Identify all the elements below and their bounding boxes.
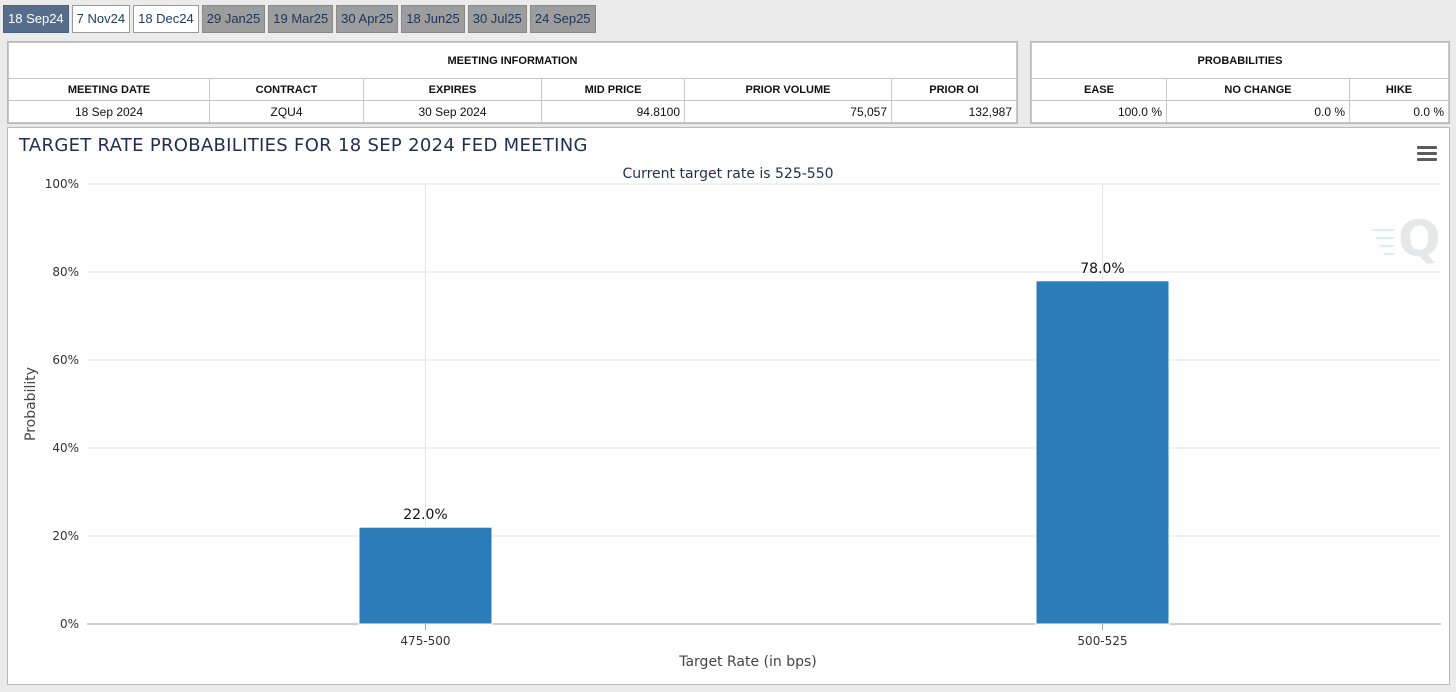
- meeting-date-value: 18 Sep 2024: [8, 100, 210, 123]
- chart-panel: TARGET RATE PROBABILITIES FOR 18 SEP 202…: [7, 127, 1450, 685]
- tab-30-jul25[interactable]: 30 Jul25: [467, 5, 527, 33]
- x-tick-label: 500-525: [1077, 634, 1127, 648]
- chart-title: TARGET RATE PROBABILITIES FOR 18 SEP 202…: [19, 135, 588, 156]
- y-tick-label: 60%: [52, 353, 79, 367]
- probabilities-panel: PROBABILITIES EASE NO CHANGE HIKE 100.0 …: [1030, 41, 1450, 124]
- probabilities-table: PROBABILITIES EASE NO CHANGE HIKE 100.0 …: [1031, 42, 1449, 123]
- q-logo-icon: Q: [1372, 210, 1441, 268]
- data-label: 22.0%: [403, 507, 447, 523]
- tab-19-mar25[interactable]: 19 Mar25: [268, 5, 334, 33]
- prior-volume-header: PRIOR VOLUME: [684, 78, 892, 101]
- data-label: 78.0%: [1080, 261, 1124, 277]
- y-tick-label: 0%: [60, 617, 79, 631]
- y-tick-label: 40%: [52, 441, 79, 455]
- y-tick-label: 20%: [52, 529, 79, 543]
- meeting-date-header: MEETING DATE: [8, 78, 210, 101]
- ease-value: 100.0 %: [1031, 100, 1167, 123]
- contract-value: ZQU4: [209, 100, 364, 123]
- y-tick-label: 80%: [52, 265, 79, 279]
- tab-24-sep25[interactable]: 24 Sep25: [529, 5, 596, 33]
- chart-subtitle: Current target rate is 525-550: [622, 166, 833, 182]
- meeting-information-table: MEETING INFORMATION MEETING DATE CONTRAC…: [8, 42, 1017, 123]
- y-axis-title: Probability: [23, 367, 39, 441]
- prior-volume-value: 75,057: [684, 100, 892, 123]
- contract-header: CONTRACT: [209, 78, 364, 101]
- expires-value: 30 Sep 2024: [363, 100, 542, 123]
- tab-18-sep24[interactable]: 18 Sep24: [3, 5, 69, 33]
- meeting-information-title: MEETING INFORMATION: [8, 42, 1017, 79]
- y-tick-label: 100%: [45, 177, 79, 191]
- probability-bar-chart: Q Current target rate is 525-550 0% 20% 40%…: [23, 166, 1441, 670]
- hike-value: 0.0 %: [1349, 100, 1449, 123]
- x-tick-label: 475-500: [400, 634, 450, 648]
- no-change-value: 0.0 %: [1166, 100, 1350, 123]
- tab-18-dec24[interactable]: 18 Dec24: [133, 5, 199, 33]
- x-axis-title: Target Rate (in bps): [678, 654, 817, 670]
- prior-oi-header: PRIOR OI: [891, 78, 1017, 101]
- ease-header: EASE: [1031, 78, 1167, 101]
- hamburger-menu-icon[interactable]: [1417, 146, 1437, 162]
- tab-18-jun25[interactable]: 18 Jun25: [401, 5, 465, 33]
- bar-500-525: [1035, 280, 1170, 625]
- probabilities-title: PROBABILITIES: [1031, 42, 1449, 79]
- tab-29-jan25[interactable]: 29 Jan25: [201, 5, 266, 33]
- meeting-tabs: 18 Sep24 7 Nov24 18 Dec24 29 Jan25 19 Mar25 3…: [3, 5, 596, 33]
- svg-text:Q: Q: [1398, 210, 1441, 268]
- meeting-information-panel: MEETING INFORMATION MEETING DATE CONTRAC…: [7, 41, 1018, 124]
- expires-header: EXPIRES: [363, 78, 542, 101]
- mid-price-header: MID PRICE: [541, 78, 685, 101]
- bar-475-500: [358, 526, 493, 625]
- prior-oi-value: 132,987: [891, 100, 1017, 123]
- mid-price-value: 94.8100: [541, 100, 685, 123]
- tab-7-nov24[interactable]: 7 Nov24: [71, 5, 131, 33]
- no-change-header: NO CHANGE: [1166, 78, 1350, 101]
- tab-30-apr25[interactable]: 30 Apr25: [336, 5, 399, 33]
- hike-header: HIKE: [1349, 78, 1449, 101]
